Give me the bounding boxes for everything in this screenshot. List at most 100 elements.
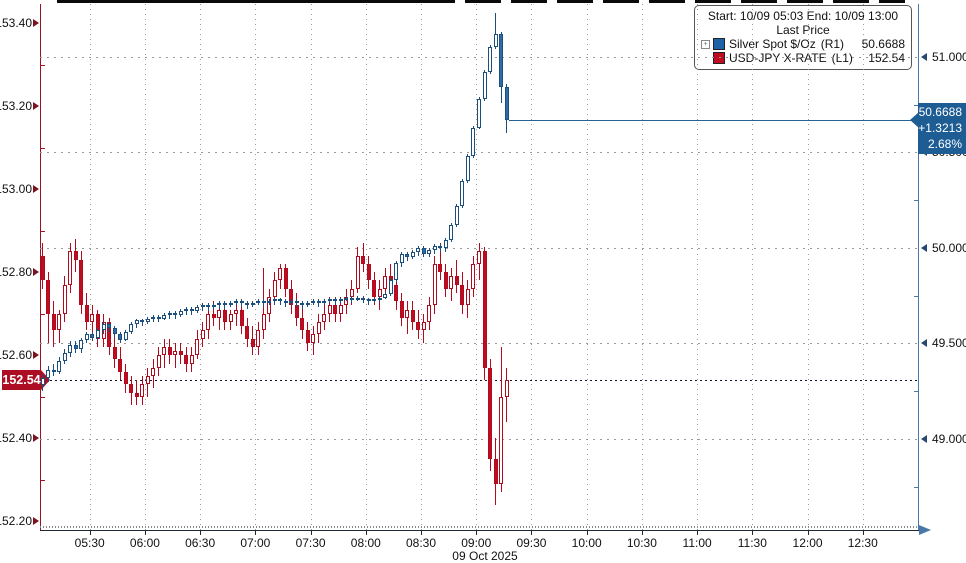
time-axis-label: 09:30 [516,536,547,550]
time-axis-label: 11:00 [682,536,712,550]
right-axis-tick-arrow-icon [921,52,927,61]
USD-JPY X-RATE-body [383,276,388,289]
right-axis-label: 51.0000 [932,49,966,64]
vertical-gridline [697,4,699,530]
left-axis-label: 152.40 [0,431,32,446]
Silver Spot $/Oz-body [239,301,244,304]
Silver Spot $/Oz-body [250,303,255,306]
USD-JPY X-RATE-body [488,367,493,459]
right-axis-minor-tick [914,200,918,202]
USD-JPY X-RATE-body [217,309,222,318]
vertical-gridline [310,4,312,530]
USD-JPY X-RATE-body [51,313,56,331]
time-axis-tick [144,531,146,535]
time-axis-tick [586,531,588,535]
cropped-title-strip-dashes [419,0,905,3]
Silver Spot $/Oz-body [399,253,404,264]
USD-JPY X-RATE-body [178,351,183,356]
USD-JPY X-RATE-body [460,284,465,306]
usdjpy-series-label: USD-JPY X-RATE [729,51,827,65]
USD-JPY X-RATE-body [195,338,200,356]
Silver Spot $/Oz-body [178,310,183,315]
time-axis-arrow-icon [919,525,931,535]
Silver Spot $/Oz-body [222,303,227,306]
silver-net-change: +1.3213 [918,121,962,136]
time-axis-tick [531,531,533,535]
Silver Spot $/Oz-body [217,303,222,306]
USD-JPY X-RATE-body [366,263,371,281]
silver-series-swatch [713,38,725,50]
left-axis-minor-tick [41,64,45,66]
Silver Spot $/Oz-body [68,345,73,353]
USD-JPY X-RATE-body [261,313,266,331]
USD-JPY X-RATE-body [256,330,261,347]
time-axis-tick [365,531,367,535]
Silver Spot $/Oz-body [145,318,150,323]
USD-JPY X-RATE-body [57,313,62,331]
Silver Spot $/Oz-body [134,320,139,325]
USD-JPY X-RATE-body [421,322,426,331]
time-axis-label: 06:30 [185,536,216,550]
Silver Spot $/Oz-body [355,297,360,300]
USD-JPY X-RATE-body [245,326,250,339]
USD-JPY X-RATE-body [68,251,73,285]
time-axis-tick [862,531,864,535]
vertical-gridline [365,4,367,530]
vertical-gridline [476,4,478,530]
USD-JPY X-RATE-body [399,301,404,318]
vertical-gridline [586,4,588,530]
expand-icon[interactable]: + [701,39,710,49]
vertical-gridline [421,4,423,530]
legend-row-usdjpy[interactable]: USD-JPY X-RATE (L1) 152.54 [701,51,905,65]
right-axis-tick-arrow-icon [921,434,927,443]
time-axis-tick [697,531,699,535]
USD-JPY X-RATE-body [234,309,239,314]
time-axis-tick [752,531,754,535]
Silver Spot $/Oz-body [349,297,354,300]
vertical-gridline [200,4,202,530]
USD-JPY X-RATE-body [333,305,338,314]
USD-JPY X-RATE-body [62,284,67,314]
horizontal-gridline [40,56,918,58]
Silver Spot $/Oz-body [361,297,366,300]
USD-JPY X-RATE-body [427,305,432,322]
Silver Spot $/Oz-body [162,314,167,319]
time-axis-tick [807,531,809,535]
Silver Spot $/Oz-body [388,280,393,294]
time-axis-tick [89,531,91,535]
USD-JPY X-RATE-body [46,280,51,314]
Silver Spot $/Oz-body [228,303,233,306]
USD-JPY X-RATE-body [311,334,316,343]
silver-last-price-badge: 50.6688 +1.3213 2.68% [918,103,966,155]
USD-JPY X-RATE-body [90,313,95,322]
Silver Spot $/Oz-body [305,303,310,306]
Silver Spot $/Oz-body [416,247,421,252]
right-axis-label: 49.5000 [932,336,966,351]
USD-JPY X-RATE-body [449,276,454,289]
legend-row-silver[interactable]: + Silver Spot $/Oz (R1) 50.6688 [701,37,905,51]
Silver Spot $/Oz-body [73,345,78,350]
time-axis-label: 08:00 [350,536,381,550]
USD-JPY X-RATE-body [167,346,172,356]
cropped-title-strip [57,0,419,3]
Silver Spot $/Oz-body [482,72,487,99]
USD-JPY X-RATE-body [79,259,84,306]
Silver Spot $/Oz-body [156,316,161,319]
right-axis-tick-arrow-icon [921,339,927,348]
legend-box[interactable]: Start: 10/09 05:03 End: 10/09 13:00 Last… [694,5,912,70]
Silver Spot $/Oz-body [79,339,84,350]
usdjpy-last-value: 152.54 [868,51,905,65]
horizontal-gridline [40,343,918,345]
silver-badge-arrow-icon [910,112,919,129]
USD-JPY X-RATE-body [283,268,288,289]
Silver Spot $/Oz-body [184,309,189,312]
USD-JPY X-RATE-body [482,251,487,368]
left-axis-tick-arrow-icon [33,102,39,111]
USD-JPY X-RATE-body [228,313,233,322]
left-axis-minor-tick [41,147,45,149]
USD-JPY X-RATE-body [123,371,128,385]
Silver Spot $/Oz-body [57,360,62,373]
Silver Spot $/Oz-body [278,299,283,302]
USD-JPY X-RATE-body [316,322,321,335]
time-axis-label: 07:30 [295,536,326,550]
